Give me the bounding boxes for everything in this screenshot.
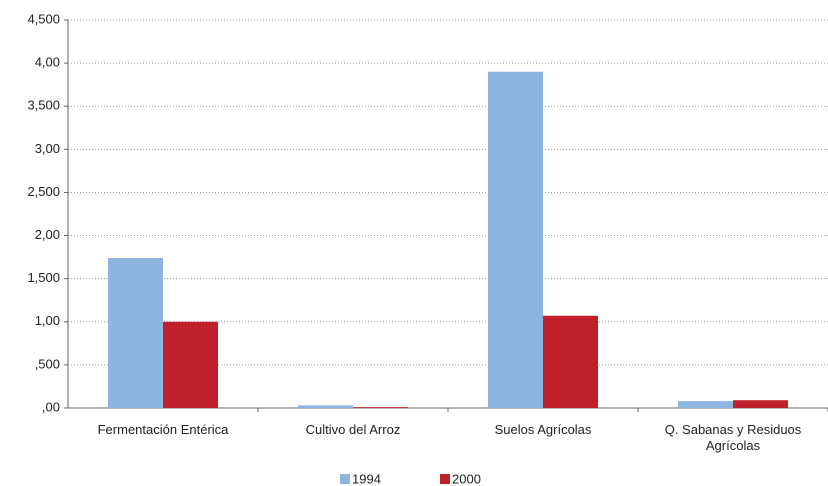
x-tick-label: Q. Sabanas y Residuos Agrícolas bbox=[664, 422, 802, 453]
x-tick-label: Suelos Agrícolas bbox=[494, 422, 592, 437]
legend-swatch bbox=[340, 474, 350, 484]
legend-label: 2000 bbox=[452, 471, 481, 486]
y-tick-label: ,00 bbox=[42, 399, 60, 414]
legend-swatch bbox=[440, 474, 450, 484]
y-tick-label: ,500 bbox=[35, 356, 60, 371]
bar bbox=[678, 401, 733, 408]
bar bbox=[163, 321, 218, 408]
y-tick-label: 3,00 bbox=[35, 141, 60, 156]
bar bbox=[108, 257, 163, 408]
x-tick-label: Cultivo del Arroz bbox=[305, 422, 401, 437]
bar bbox=[488, 71, 543, 408]
bar bbox=[353, 407, 408, 408]
y-tick-label: 4,00 bbox=[35, 55, 60, 70]
x-tick-label: Fermentación Entérica bbox=[97, 422, 229, 437]
y-tick-label: 2,00 bbox=[35, 227, 60, 242]
y-tick-label: 1,500 bbox=[27, 270, 60, 285]
legend-label: 1994 bbox=[352, 471, 381, 486]
y-tick-label: 3,500 bbox=[27, 98, 60, 113]
y-tick-label: 2,500 bbox=[27, 184, 60, 199]
y-tick-label: 1,00 bbox=[35, 313, 60, 328]
bar bbox=[298, 405, 353, 408]
bar bbox=[543, 315, 598, 408]
bar bbox=[733, 400, 788, 408]
y-tick-label: 4,500 bbox=[27, 11, 60, 26]
